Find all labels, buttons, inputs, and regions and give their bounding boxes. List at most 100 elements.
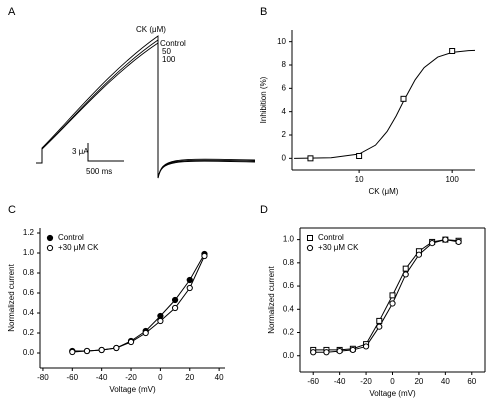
x-tick-label: 40	[441, 377, 450, 386]
marker	[415, 251, 423, 258]
marker	[356, 153, 363, 159]
marker	[389, 292, 396, 299]
y-axis-label: Normalized current	[267, 265, 276, 333]
trace-label: 50	[162, 47, 171, 56]
y-tick-label: 0.4	[23, 308, 35, 317]
marker	[376, 317, 383, 324]
x-tick-label: 20	[414, 377, 423, 386]
y-tick-label: 2	[282, 130, 287, 139]
x-tick-label: -80	[37, 373, 49, 382]
marker	[455, 238, 462, 246]
marker	[186, 284, 193, 292]
y-tick-label: 0	[282, 153, 287, 162]
x-tick-label: 60	[467, 377, 476, 386]
x-axis-label: Voltage (mV)	[369, 389, 416, 398]
y-axis-label: Inhibition (%)	[259, 76, 268, 123]
x-tick-label: 40	[215, 373, 224, 382]
trace-label: Control	[160, 39, 186, 48]
scale-bar	[87, 143, 124, 162]
marker	[402, 271, 409, 278]
panel-label: C	[8, 204, 16, 216]
fit-line	[72, 253, 205, 352]
current-traces	[36, 35, 256, 179]
y-tick-label: 0.2	[283, 328, 295, 337]
y-tick-label: 1.0	[23, 248, 35, 257]
panel-label: A	[8, 6, 16, 18]
marker	[349, 346, 356, 354]
marker	[157, 317, 164, 325]
fit-line	[313, 239, 459, 351]
y-tick-label: 0.0	[283, 351, 295, 360]
marker	[400, 95, 407, 102]
y-tick-label: 0.6	[23, 288, 35, 297]
x-tick-label: -40	[334, 377, 346, 386]
trace	[36, 42, 256, 179]
y-tick-label: 0.4	[283, 304, 295, 313]
x-axis-label: CK (μM)	[369, 187, 399, 196]
fit-line	[294, 49, 476, 159]
marker	[69, 348, 76, 356]
marker	[171, 304, 179, 312]
x-tick-label: -60	[307, 377, 319, 386]
legend-marker	[306, 244, 314, 252]
marker	[449, 48, 456, 54]
fit-line	[72, 255, 205, 353]
panel-label: D	[260, 204, 268, 216]
legend-title: CK (μM)	[136, 25, 166, 34]
x-axis-label: Voltage (mV)	[109, 385, 156, 394]
x-tick-label: -60	[67, 373, 79, 382]
trace-label: 100	[162, 55, 176, 64]
y-tick-label: 1.2	[23, 228, 35, 237]
panel-label: B	[260, 6, 267, 18]
y-tick-label: 0.6	[283, 281, 295, 290]
x-tick-label: -40	[96, 373, 108, 382]
marker	[171, 296, 179, 304]
legend-marker	[307, 235, 313, 241]
marker	[157, 312, 164, 320]
marker	[142, 329, 149, 337]
marker	[336, 347, 343, 355]
marker	[186, 276, 193, 284]
y-tick-label: 6	[282, 83, 287, 92]
x-tick-label: 20	[185, 373, 194, 382]
y-tick-label: 4	[282, 107, 287, 116]
legend-label: Control	[318, 233, 344, 242]
y-tick-label: 10	[277, 37, 286, 46]
marker	[127, 338, 135, 346]
marker	[113, 344, 120, 352]
legend-label: +30 μM CK	[318, 243, 359, 252]
marker	[307, 155, 314, 162]
legend-label: Control	[58, 233, 84, 242]
marker	[98, 346, 105, 354]
y-tick-label: 0.8	[283, 258, 295, 267]
marker	[429, 239, 436, 247]
fit-line	[313, 239, 459, 353]
marker	[83, 347, 91, 355]
marker	[389, 300, 396, 307]
marker	[323, 349, 330, 356]
y-tick-label: 1.0	[283, 235, 295, 244]
y-tick-label: 8	[282, 60, 287, 69]
x-tick-label: 100	[445, 175, 459, 184]
marker	[442, 236, 449, 243]
marker	[362, 343, 370, 350]
scale-bar-label: 3 μA	[72, 147, 89, 156]
y-tick-label: 0.8	[23, 268, 35, 277]
x-tick-label: -20	[360, 377, 372, 386]
legend-marker	[46, 234, 54, 242]
trace	[36, 39, 256, 179]
trace	[36, 35, 256, 179]
marker	[376, 323, 383, 330]
x-tick-label: 0	[158, 373, 163, 382]
scale-bar-label: 500 ms	[86, 167, 112, 176]
marker	[310, 349, 317, 356]
x-tick-label: -20	[125, 373, 137, 382]
legend-label: +30 μM CK	[58, 243, 99, 252]
legend-marker	[46, 244, 54, 252]
y-tick-label: 0.0	[23, 348, 35, 357]
y-tick-label: 0.2	[23, 328, 35, 337]
x-tick-label: 0	[390, 377, 395, 386]
x-tick-label: 10	[355, 175, 364, 184]
marker	[201, 252, 208, 260]
